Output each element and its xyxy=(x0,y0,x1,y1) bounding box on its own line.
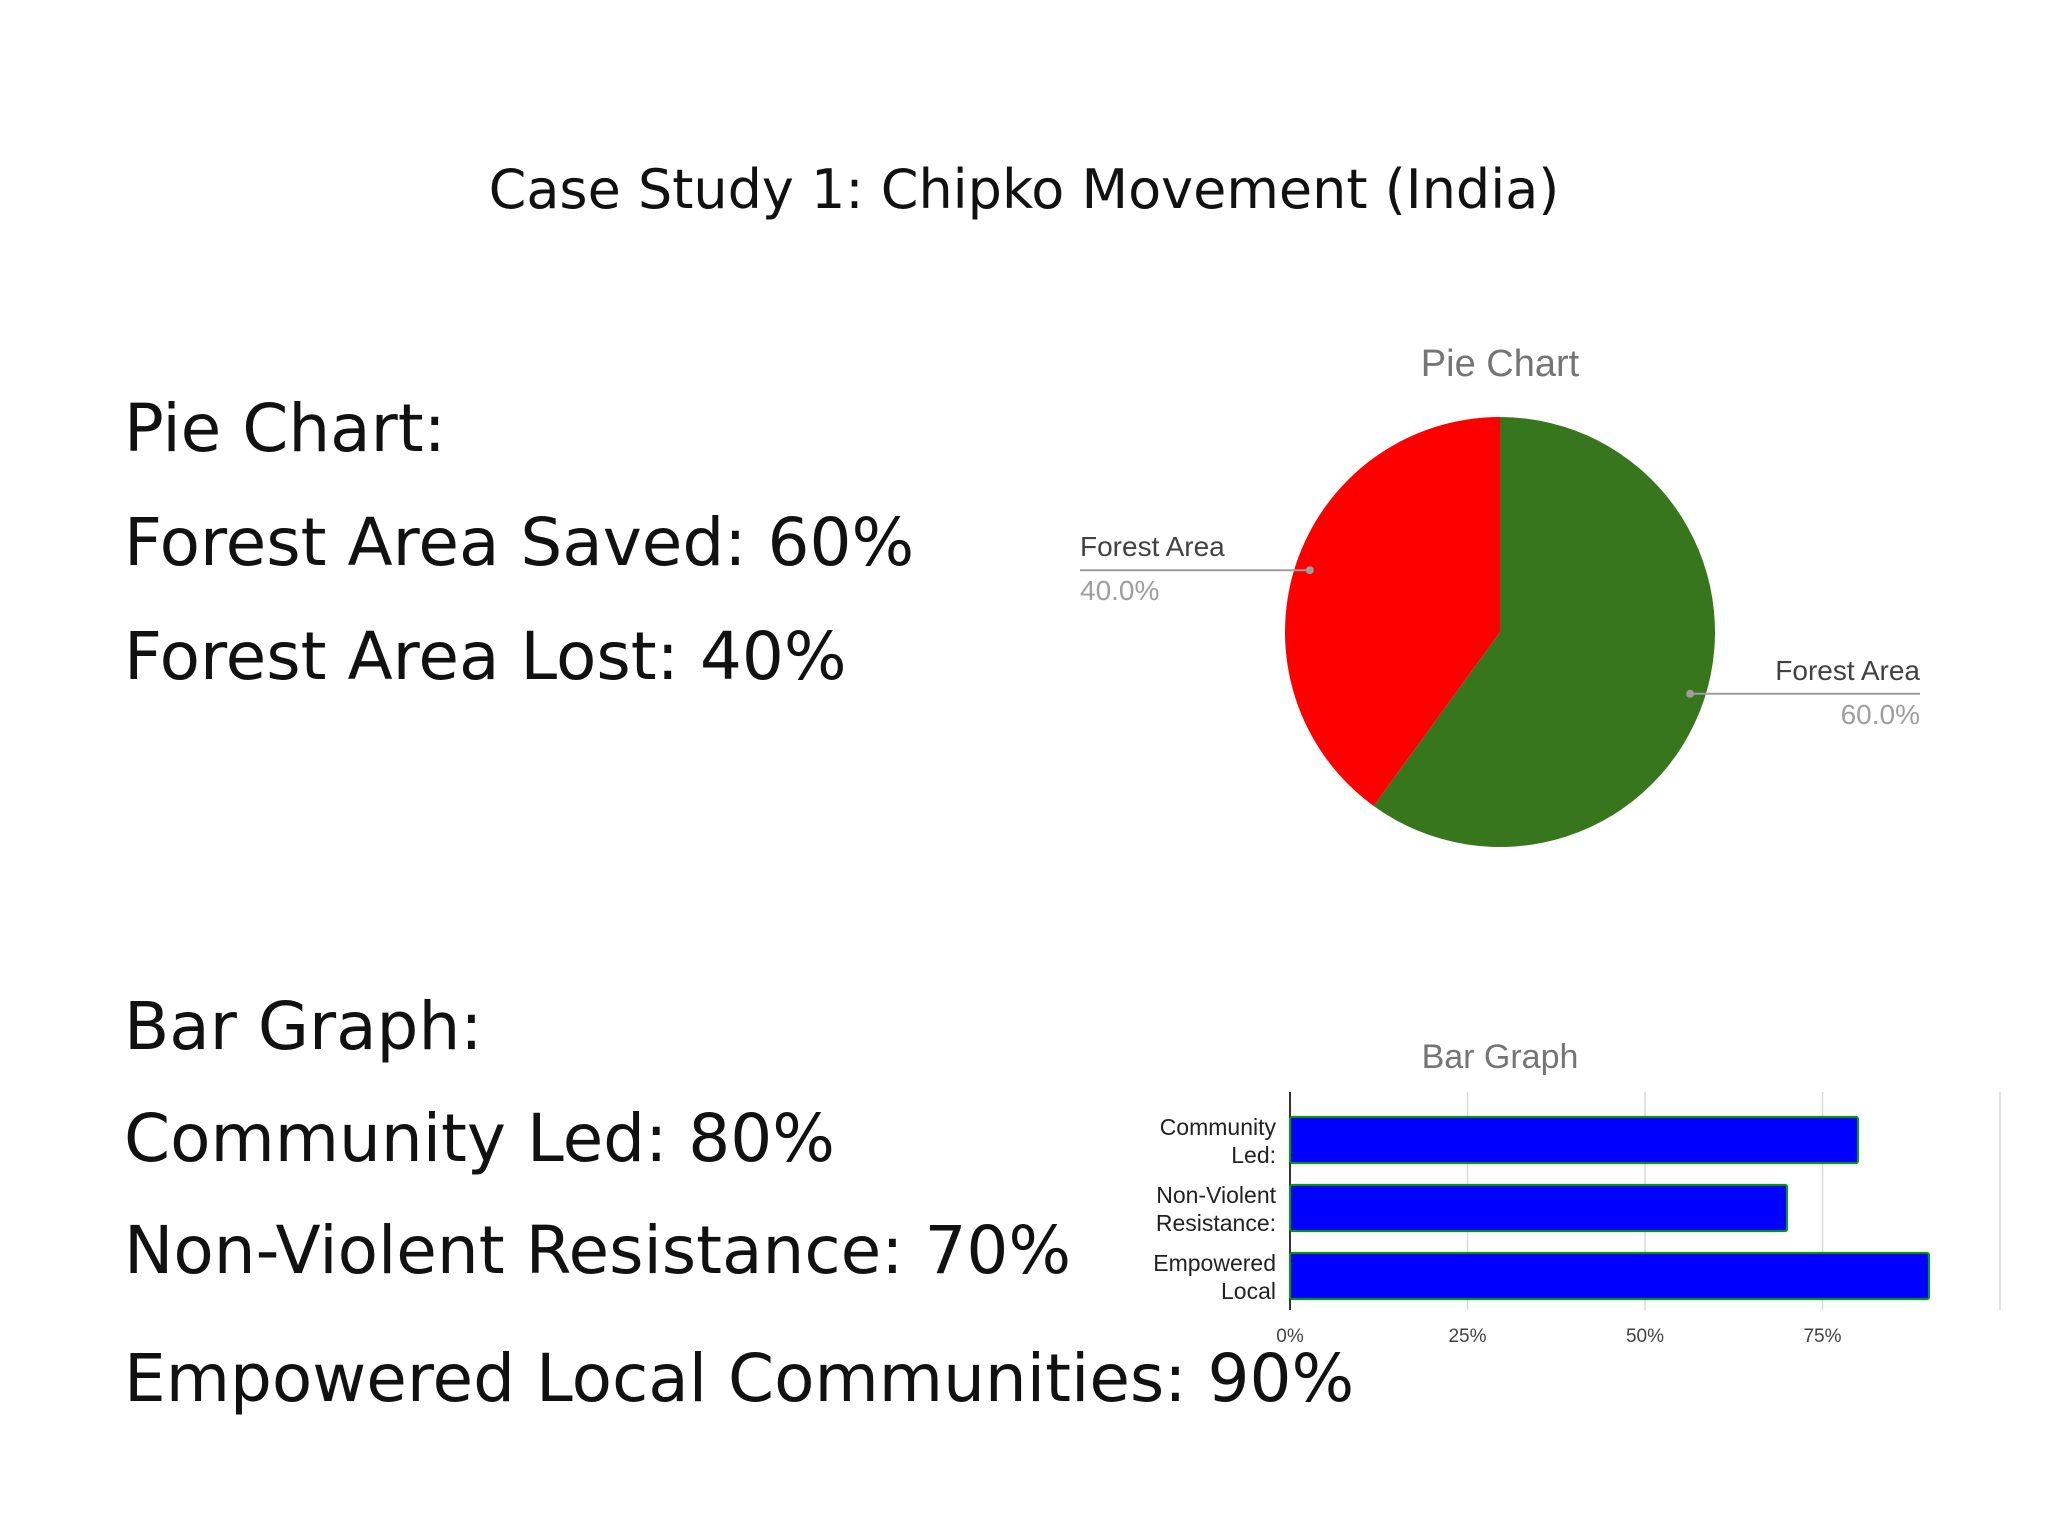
bar-tick-label: 0% xyxy=(1276,1326,1304,1347)
pie-slice-label: Forest Area xyxy=(1775,655,1920,686)
pie-line-lost: Forest Area Lost: 40% xyxy=(124,618,847,695)
bar-tick-label: 50% xyxy=(1626,1326,1664,1347)
bar-category-label: Local xyxy=(1221,1278,1276,1304)
slide-title: Case Study 1: Chipko Movement (India) xyxy=(488,158,1560,221)
pie-slice-value: 40.0% xyxy=(1080,575,1159,606)
bar-heading: Bar Graph: xyxy=(124,988,483,1065)
bar-tick-labels: 0% 25% 50% 75% xyxy=(1276,1326,1841,1347)
pie-labels: Forest Area 60.0% Forest Area 40.0% xyxy=(1080,531,1920,730)
pie-slice-label: Forest Area xyxy=(1080,531,1225,562)
bar-category-label: Non-Violent xyxy=(1156,1182,1276,1208)
bar-category-label: Resistance: xyxy=(1156,1210,1276,1236)
pie-slice xyxy=(1373,417,1715,847)
bar-category-label: Empowered xyxy=(1153,1250,1276,1276)
bar-chart-title: Bar Graph xyxy=(1422,1038,1579,1076)
bar-tick-label: 75% xyxy=(1803,1326,1841,1347)
pie-chart: Pie Chart Forest Area 60.0% Forest Area 40.… xyxy=(1080,343,1920,847)
bar-category-label: Led: xyxy=(1231,1142,1276,1168)
bar-line-empowered: Empowered Local Communities: 90% xyxy=(124,1340,1355,1417)
pie-slice xyxy=(1285,417,1500,806)
pie-line-saved: Forest Area Saved: 60% xyxy=(124,504,915,581)
pie-chart-title: Pie Chart xyxy=(1421,343,1580,385)
bar xyxy=(1289,1251,1930,1301)
pie-heading: Pie Chart: xyxy=(124,390,446,467)
bar-category-label: Community xyxy=(1160,1114,1277,1140)
bar xyxy=(1289,1183,1788,1233)
bar-bars xyxy=(1289,1115,1930,1301)
pie-slice-value: 60.0% xyxy=(1841,699,1920,730)
bar-tick-label: 25% xyxy=(1448,1326,1486,1347)
pie-slices xyxy=(1285,417,1715,847)
bar-line-nonviolent: Non-Violent Resistance: 70% xyxy=(124,1212,1072,1289)
bar-line-community: Community Led: 80% xyxy=(124,1100,835,1177)
bar xyxy=(1289,1115,1859,1165)
